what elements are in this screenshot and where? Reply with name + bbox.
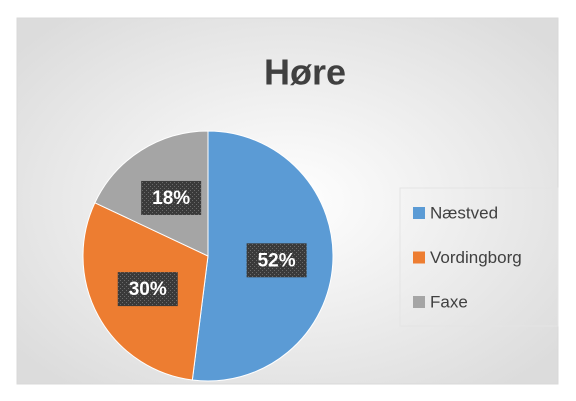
legend-swatch — [413, 251, 425, 264]
data-label: 18% — [152, 188, 190, 209]
legend-swatch — [413, 296, 425, 308]
legend-box — [399, 187, 559, 327]
legend-swatch — [413, 207, 425, 219]
data-label-box — [141, 180, 202, 215]
data-label: 52% — [258, 250, 296, 271]
chart-title: Høre — [264, 52, 346, 93]
legend-label: Faxe — [430, 292, 468, 311]
data-label-box — [117, 272, 178, 307]
data-label: 30% — [129, 279, 167, 300]
legend-label: Vordingborg — [430, 248, 522, 267]
data-label-box — [246, 243, 307, 278]
legend-label: Næstved — [430, 203, 498, 222]
